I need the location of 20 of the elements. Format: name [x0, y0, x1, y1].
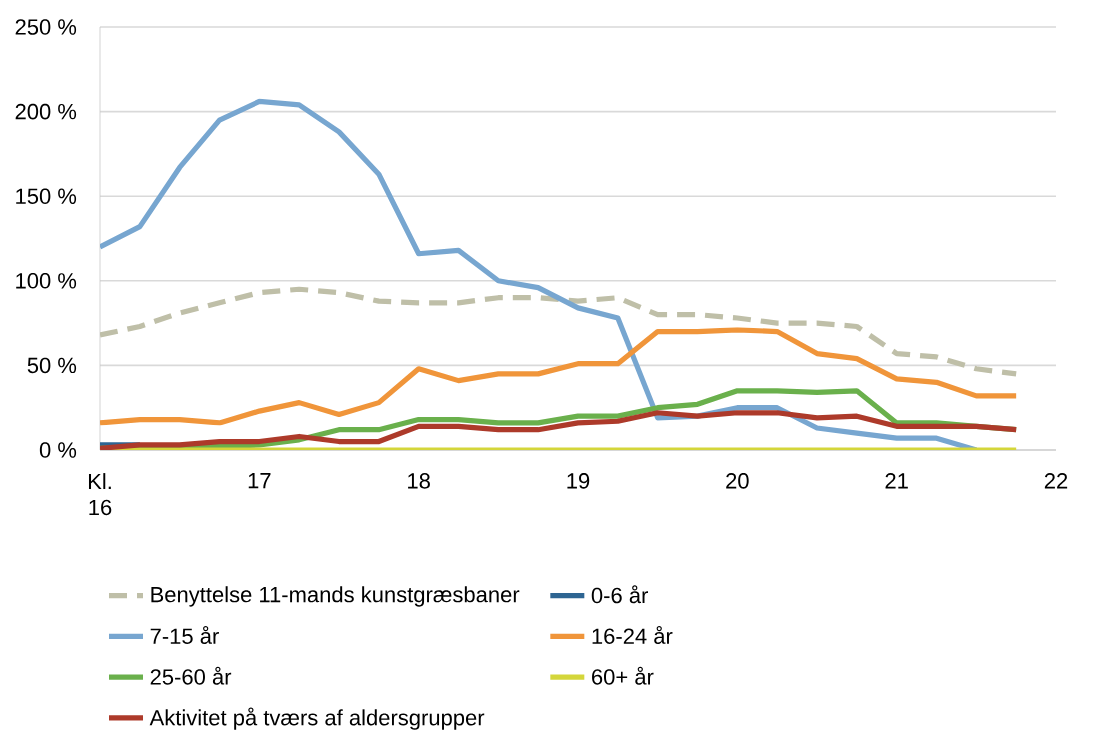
x-tick-label: 18 [408, 473, 430, 489]
legend-label: Aktivitet på tværs af aldersgrupper [149, 707, 485, 730]
y-tick-label: 200 % [15, 103, 77, 120]
y-tick-label: 0 % [39, 442, 77, 458]
legend-label: Benyttelse 11-mands kunstgræsbaner [151, 586, 520, 607]
legend-label: 7-15 år [150, 626, 219, 644]
y-tick-label: 250 % [15, 19, 77, 35]
legend-label: 60+ år [592, 666, 654, 685]
y-tick-label: 150 % [16, 188, 77, 204]
x-tick-label: 21 [885, 473, 908, 489]
legend-label: 0-6 år [591, 585, 648, 604]
x-tick-label: 19 [567, 473, 590, 489]
x-tick-label: 17 [248, 473, 271, 489]
y-tick-label: 50 % [27, 357, 77, 374]
legend-label: 25-60 år [150, 666, 232, 685]
x-tick-label: Kl. 16 [88, 473, 112, 516]
y-tick-label: 100 % [16, 273, 77, 289]
x-tick-label: 20 [726, 473, 749, 489]
legend-label: 16-24 år [592, 626, 673, 644]
x-tick-label: 22 [1044, 473, 1068, 489]
